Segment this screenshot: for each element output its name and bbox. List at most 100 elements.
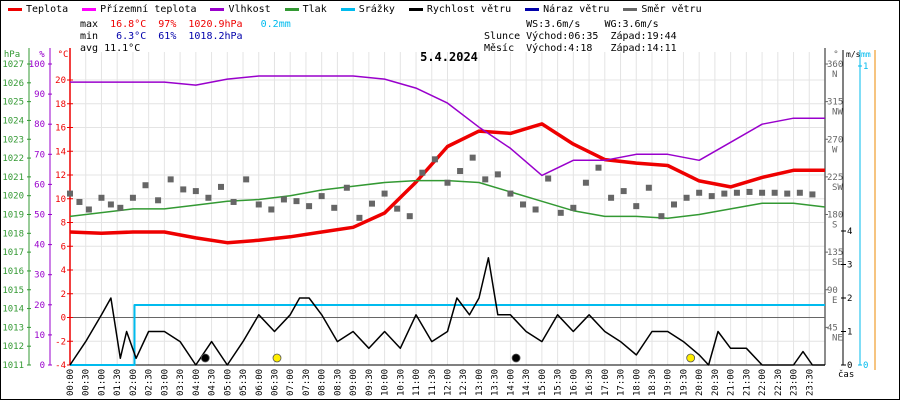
avg-temp: 11.1°C [104, 43, 141, 54]
series-line-teplota [69, 122, 825, 245]
max-rain: 0.2mm [260, 19, 291, 30]
x-tick-label: 01:00 [97, 369, 107, 396]
x-tick-label: 17:00 [601, 369, 611, 396]
direction-point [733, 189, 740, 196]
x-tick-label: 17:30 [617, 369, 627, 396]
direction-point [671, 201, 677, 208]
temperature-tick-label: 20 [55, 76, 66, 86]
max-temp: 16.8°C [110, 19, 147, 30]
direction-point [180, 186, 187, 193]
direction-point [230, 198, 237, 205]
direction-point [243, 176, 250, 183]
humidity-tick-label: 30 [34, 271, 45, 281]
legend-item: Tlak [284, 4, 327, 15]
sunset-marker [686, 353, 696, 363]
x-tick-label: 16:00 [569, 369, 579, 396]
pressure-tick-label: 1025 [2, 98, 24, 108]
legend-label: Tlak [302, 4, 327, 15]
x-tick-label: 04:00 [192, 369, 202, 396]
min-humidity: 61% [158, 31, 177, 42]
direction-point [218, 183, 224, 190]
direction-point [658, 213, 665, 220]
pressure-tick-label: 1023 [2, 135, 24, 145]
min-pressure: 1018.2hPa [188, 31, 243, 42]
x-tick-label: 09:30 [365, 369, 375, 396]
x-tick-label: 12:00 [444, 369, 454, 396]
x-tick-label: 05:00 [223, 369, 233, 396]
direction-cardinal-label: N [832, 70, 837, 80]
legend-label: Rychlost větru [426, 4, 512, 15]
pressure-tick-label: 1012 [2, 342, 24, 352]
direction-point [142, 182, 149, 189]
x-tick-label: 15:00 [538, 369, 548, 396]
min-temp: 6.3°C [116, 31, 147, 42]
direction-point [431, 156, 438, 163]
legend-swatch [210, 8, 225, 11]
x-tick-label: 14:00 [506, 369, 516, 396]
wind-axis-title: m/s [846, 50, 861, 59]
direction-point [708, 193, 715, 200]
rain-axis-title: mm [861, 50, 871, 59]
series [67, 75, 826, 366]
stats-right: WS:3.6m/s WG:3.6m/s Slunce Východ:06:35 … [484, 19, 677, 55]
humidity-tick-label: 10 [34, 331, 45, 341]
direction-point [494, 171, 501, 178]
min-label: min [80, 31, 99, 42]
direction-point [76, 198, 83, 205]
pressure-tick-label: 1022 [2, 154, 24, 164]
temperature-tick-label: -2 [55, 337, 66, 347]
x-tick-label: 08:30 [333, 369, 343, 396]
x-tick-label: 13:00 [475, 369, 485, 396]
direction-point [117, 204, 124, 211]
x-tick-label: 18:30 [648, 369, 658, 396]
direction-point [608, 194, 615, 201]
chart-title: 5.4.2024 [420, 50, 478, 64]
x-tick-label: 10:30 [396, 369, 406, 396]
direction-cardinal-label: W [832, 145, 838, 155]
direction-tick-label: 90 [827, 286, 838, 296]
legend-label: Směr větru [641, 4, 702, 15]
x-tick-label: 05:30 [239, 369, 249, 396]
x-tick-label: 04:30 [208, 369, 218, 396]
x-tick-label: 11:00 [412, 369, 422, 396]
direction-tick-label: 315 [827, 98, 843, 108]
x-tick-label: 10:00 [381, 369, 391, 396]
temperature-tick-label: 4 [61, 266, 66, 276]
sun-label: Slunce [484, 31, 521, 42]
direction-point [205, 194, 212, 201]
direction-tick-label: 360 [827, 60, 843, 70]
direction-point [192, 188, 199, 195]
direction-cardinal-label: SW [832, 183, 843, 193]
humidity-axis-title: % [39, 50, 45, 60]
sunrise-marker [272, 353, 282, 363]
x-tick-label: 19:30 [679, 369, 689, 396]
legend-label: Náraz větru [543, 4, 610, 15]
wind-tick-label: 4 [847, 227, 852, 237]
temperature-tick-label: 12 [55, 171, 66, 181]
direction-point [746, 188, 753, 195]
humidity-tick-label: 20 [34, 301, 45, 311]
direction-point [595, 164, 602, 171]
x-axis-title: čas [838, 369, 854, 380]
legend-item: Náraz větru [525, 4, 609, 15]
max-pressure: 1020.9hPa [188, 19, 243, 30]
direction-point [356, 214, 363, 221]
temperature-tick-label: -4 [55, 361, 66, 371]
direction-point [507, 190, 514, 197]
x-tick-label: 06:30 [270, 369, 280, 396]
direction-point [107, 201, 114, 208]
legend-swatch [82, 8, 97, 11]
legend-item: Srážky [340, 4, 395, 15]
legend-item: Rychlost větru [408, 4, 512, 15]
legend-label: Vlhkost [228, 4, 271, 15]
direction-point [545, 175, 552, 182]
x-tick-label: 07:00 [286, 369, 296, 396]
x-tick-label: 02:30 [145, 369, 155, 396]
wind-tick-label: 3 [847, 261, 852, 271]
direction-point [67, 190, 73, 197]
max-humidity: 97% [158, 19, 177, 30]
direction-cardinal-label: E [832, 296, 837, 306]
direction-point [406, 213, 413, 220]
wind-tick-label: 0 [847, 361, 852, 371]
direction-point [444, 179, 451, 186]
